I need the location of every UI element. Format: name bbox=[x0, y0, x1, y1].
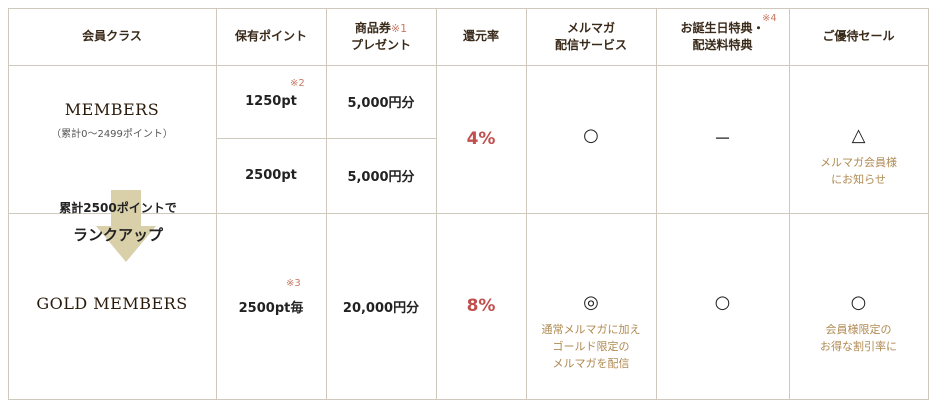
gold-mail-mark: ◎ bbox=[583, 292, 599, 313]
gold-birthday-mark: ○ bbox=[714, 292, 731, 313]
members-class-name: MEMBERS bbox=[64, 100, 160, 119]
header-birthday: お誕生日特典・ 配送料特典 bbox=[656, 8, 789, 65]
members-points-1: 1250pt bbox=[216, 65, 326, 138]
members-birthday-cell: － bbox=[656, 65, 789, 213]
col-divider-6 bbox=[789, 8, 790, 400]
members-voucher-1: 5,000円分 bbox=[326, 65, 436, 138]
gold-sale-line2: お得な割引率に bbox=[820, 340, 897, 353]
header-voucher: 商品券※1 プレゼント bbox=[326, 8, 436, 65]
gold-mail-line1: 通常メルマガに加え bbox=[541, 323, 641, 336]
header-sale-label: ご優待セール bbox=[822, 29, 895, 43]
table-border-bottom bbox=[8, 399, 929, 400]
gold-sale-cell: ○ 会員様限定の お得な割引率に bbox=[789, 213, 928, 399]
header-voucher-note: ※1 bbox=[390, 21, 408, 35]
gold-class-name: GOLD MEMBERS bbox=[36, 293, 188, 313]
header-member-class: 会員クラス bbox=[8, 8, 216, 65]
header-sale: ご優待セール bbox=[789, 8, 928, 65]
header-voucher-line2: プレゼント bbox=[350, 37, 411, 52]
members-points-1-note: ※2 bbox=[290, 78, 305, 89]
rankup-text-line2: ランクアップ bbox=[72, 226, 163, 244]
members-class-cell: MEMBERS （累計0～2499ポイント） bbox=[8, 65, 216, 175]
rankup-arrow-icon bbox=[96, 190, 156, 262]
rankup-text-line1: 累計2500ポイントで bbox=[59, 201, 177, 215]
header-mail-line2: 配信サービス bbox=[554, 37, 627, 52]
header-points-label: 保有ポイント bbox=[234, 29, 307, 43]
header-voucher-label: 商品券 bbox=[354, 20, 391, 35]
header-divider bbox=[8, 65, 929, 66]
gold-points-cell: 2500pt毎 bbox=[216, 213, 326, 399]
table-border-left bbox=[8, 8, 9, 400]
members-points-2-value: 2500pt bbox=[245, 168, 297, 183]
gold-sale-line1: 会員様限定の bbox=[825, 323, 892, 336]
members-voucher-1-value: 5,000円分 bbox=[347, 96, 415, 111]
col-divider-3 bbox=[436, 8, 437, 400]
members-mail-mark: ○ bbox=[583, 125, 599, 146]
members-mail-cell: ○ bbox=[526, 65, 656, 213]
members-gold-divider bbox=[8, 213, 929, 214]
gold-rate-value: 8% bbox=[466, 296, 496, 316]
header-member-class-label: 会員クラス bbox=[82, 29, 142, 43]
gold-voucher-value: 20,000円分 bbox=[342, 300, 420, 316]
gold-mail-cell: ◎ 通常メルマガに加え ゴールド限定の メルマガを配信 bbox=[526, 213, 656, 399]
members-points-1-value: 1250pt bbox=[245, 94, 297, 109]
members-birthday-mark: － bbox=[713, 129, 732, 150]
members-point-range: （累計0～2499ポイント） bbox=[51, 129, 173, 140]
gold-voucher-cell: 20,000円分 bbox=[326, 213, 436, 399]
gold-sale-text: 会員様限定の お得な割引率に bbox=[820, 321, 897, 355]
table-border-top bbox=[8, 8, 929, 9]
members-voucher-2: 5,000円分 bbox=[326, 138, 436, 213]
col-divider-2 bbox=[326, 8, 327, 400]
header-return-rate: 還元率 bbox=[436, 8, 526, 65]
gold-mail-text: 通常メルマガに加え ゴールド限定の メルマガを配信 bbox=[542, 321, 641, 372]
members-points-2: 2500pt bbox=[216, 138, 326, 213]
gold-class-cell: GOLD MEMBERS bbox=[8, 253, 216, 353]
header-birthday-line2: 配送料特典 bbox=[692, 37, 753, 52]
membership-table: 会員クラス 保有ポイント 商品券※1 プレゼント 還元率 メルマガ 配信サービス… bbox=[8, 8, 929, 400]
header-birthday-note: ※4 bbox=[762, 13, 777, 24]
members-sale-cell: △ メルマガ会員様 にお知らせ bbox=[789, 65, 928, 213]
header-mail-line1: メルマガ bbox=[566, 20, 615, 35]
gold-birthday-cell: ○ bbox=[656, 213, 789, 399]
header-return-rate-label: 還元率 bbox=[462, 29, 499, 43]
gold-sale-mark: ○ bbox=[850, 292, 867, 313]
col-divider-1 bbox=[216, 8, 217, 400]
members-sale-line1: メルマガ会員様 bbox=[820, 156, 897, 169]
col-divider-4 bbox=[526, 8, 527, 400]
members-sale-line2: にお知らせ bbox=[831, 173, 886, 186]
col-divider-5 bbox=[656, 8, 657, 400]
gold-mail-line3: メルマガを配信 bbox=[552, 357, 630, 370]
table-border-right bbox=[928, 8, 929, 400]
members-sale-text: メルマガ会員様 にお知らせ bbox=[820, 154, 897, 188]
members-sale-mark: △ bbox=[851, 125, 866, 146]
header-birthday-line1: お誕生日特典・ bbox=[680, 20, 765, 35]
header-mail: メルマガ 配信サービス bbox=[526, 8, 656, 65]
members-rate-cell: 4% bbox=[436, 65, 526, 213]
gold-mail-line2: ゴールド限定の bbox=[552, 340, 630, 353]
gold-rate-cell: 8% bbox=[436, 213, 526, 399]
header-voucher-line1: 商品券※1 bbox=[355, 20, 407, 37]
gold-points-value: 2500pt毎 bbox=[238, 300, 304, 316]
members-voucher-2-value: 5,000円分 bbox=[347, 170, 415, 185]
gold-points-note: ※3 bbox=[286, 278, 301, 289]
header-points: 保有ポイント bbox=[216, 8, 326, 65]
members-rate-value: 4% bbox=[466, 129, 496, 149]
